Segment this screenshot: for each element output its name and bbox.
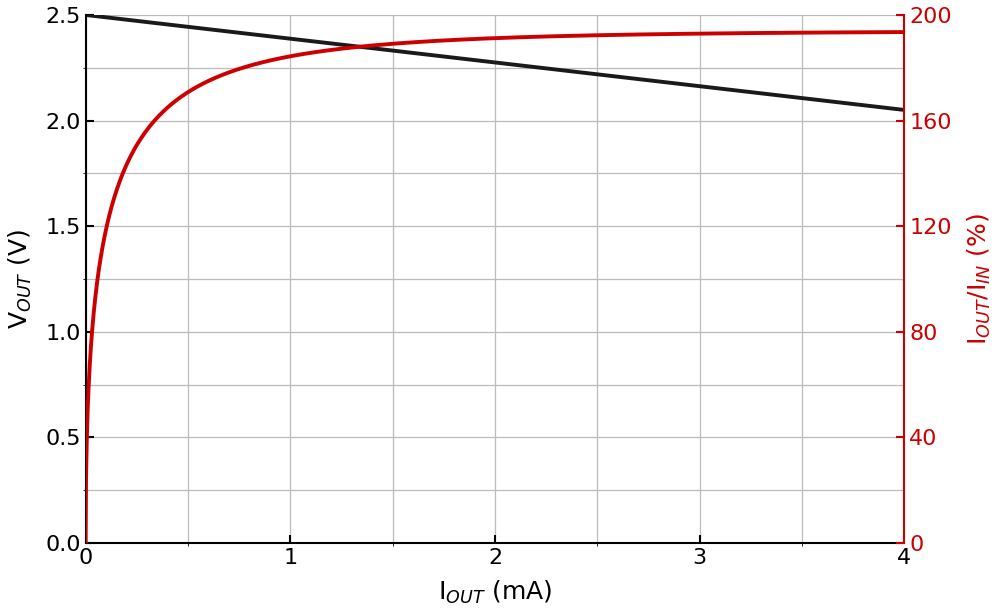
- Y-axis label: I$_{OUT}$/I$_{IN}$ (%): I$_{OUT}$/I$_{IN}$ (%): [966, 213, 993, 345]
- Y-axis label: V$_{OUT}$ (V): V$_{OUT}$ (V): [7, 229, 34, 329]
- X-axis label: I$_{OUT}$ (mA): I$_{OUT}$ (mA): [438, 579, 552, 606]
